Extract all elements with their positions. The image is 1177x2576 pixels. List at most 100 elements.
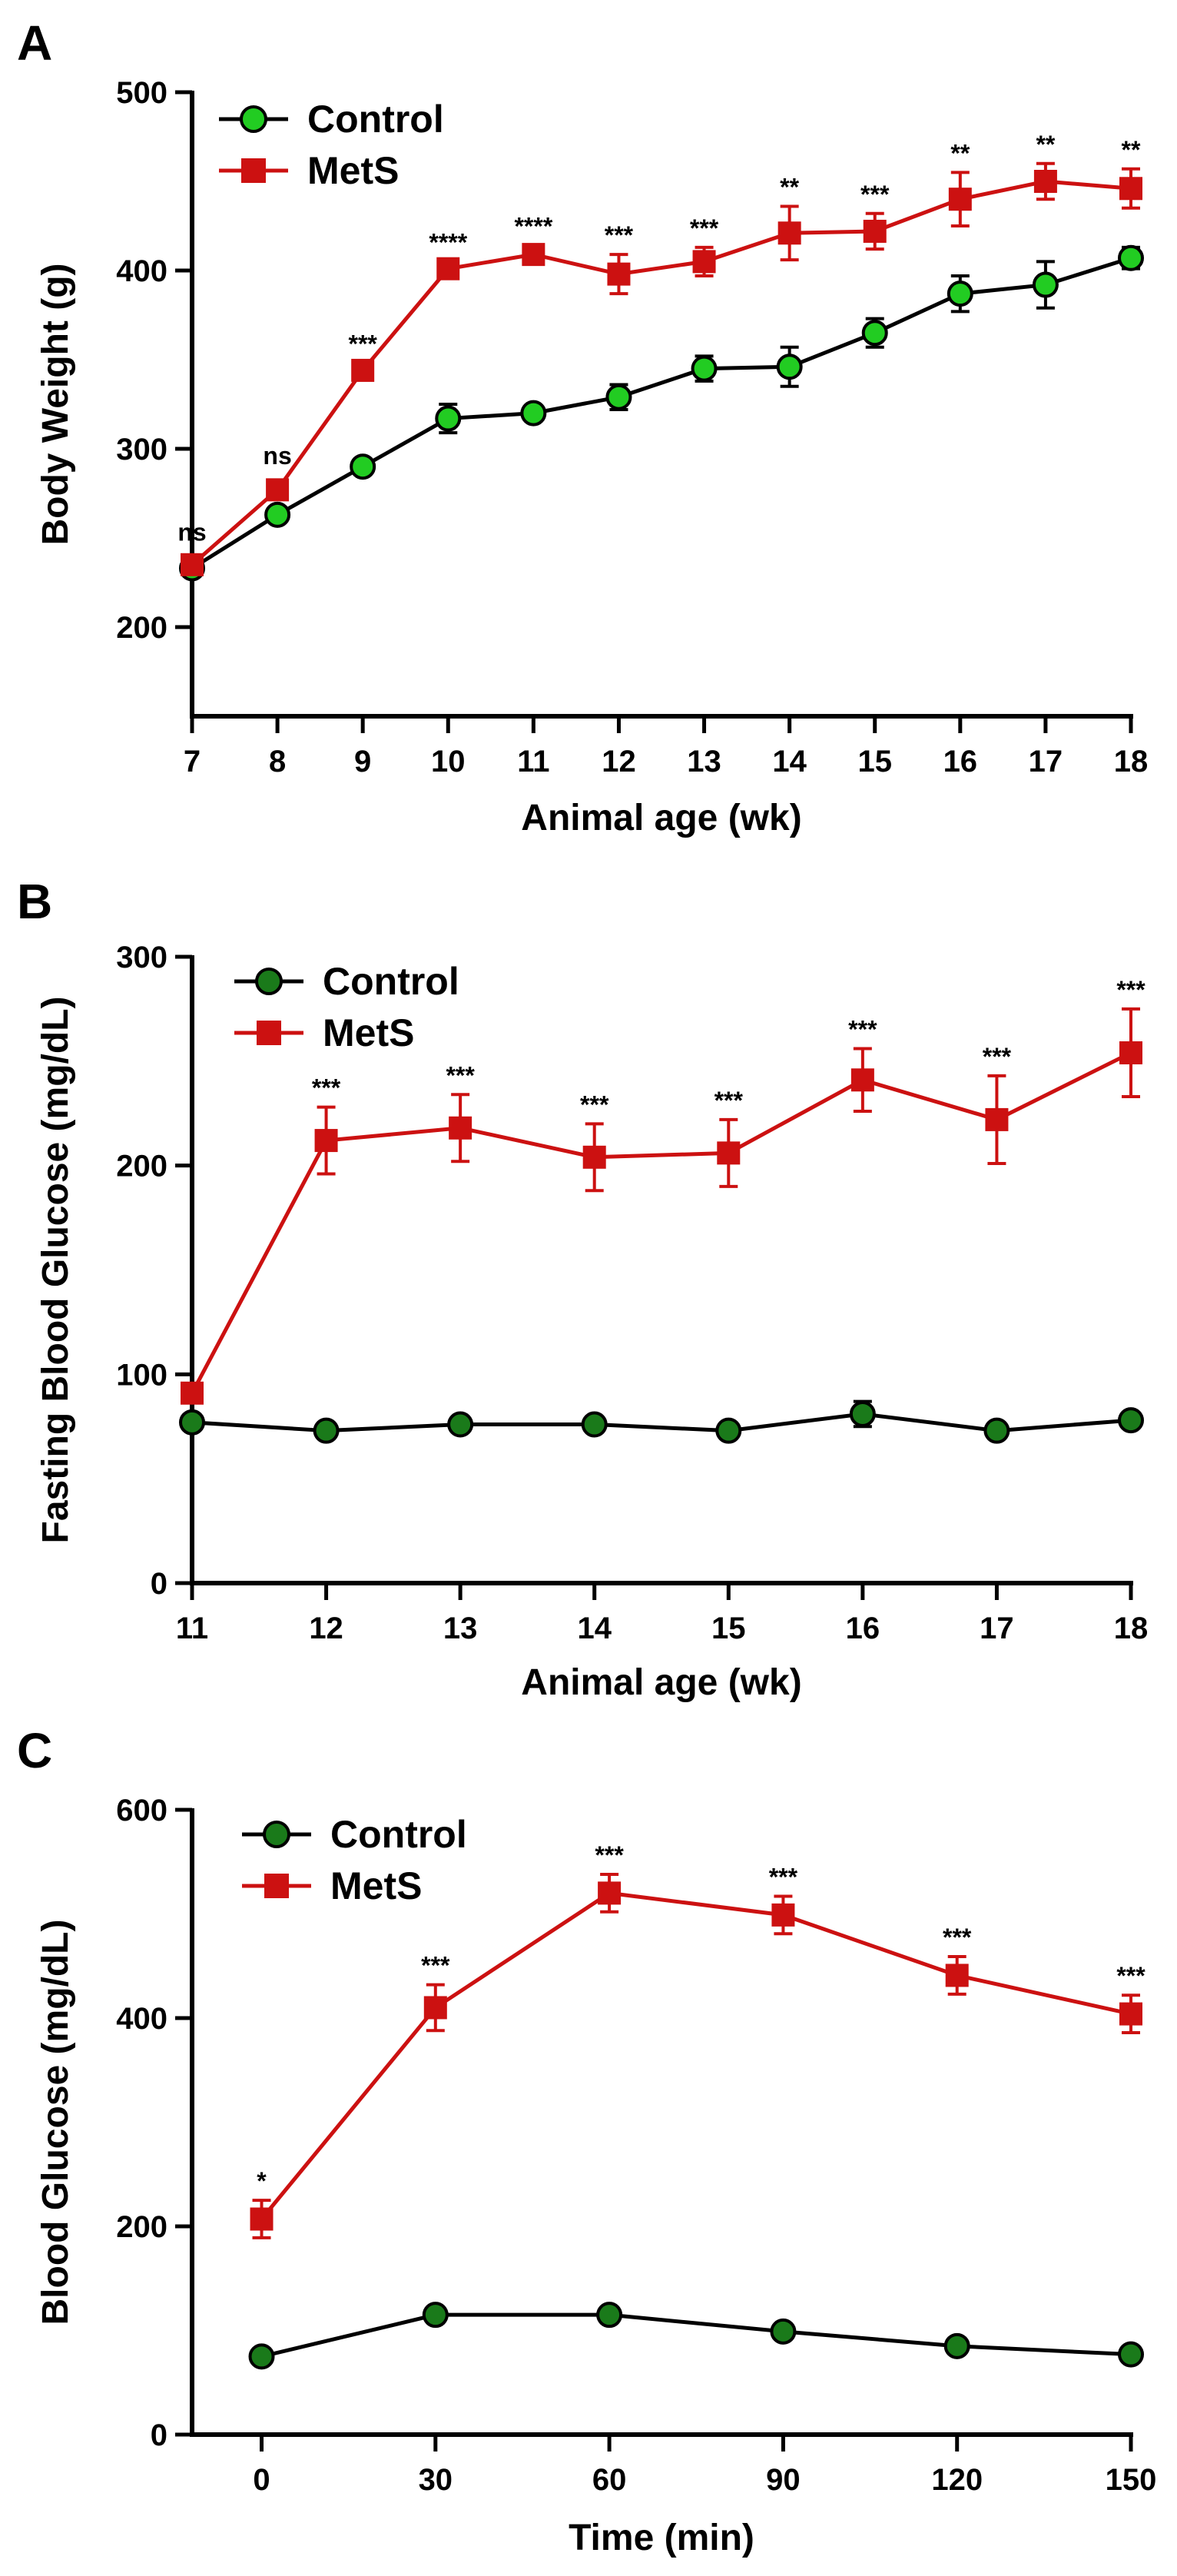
significance-label: *** [312, 1074, 341, 1102]
y-tick-label: 0 [151, 1567, 167, 1601]
y-axis-title: Fasting Blood Glucose (mg/dL) [35, 997, 76, 1544]
data-point [598, 1881, 622, 1905]
data-point [691, 355, 718, 382]
x-tick-label: 15 [711, 1612, 746, 1645]
data-point [436, 257, 460, 281]
data-point [849, 1400, 876, 1427]
x-tick-label: 7 [184, 745, 201, 778]
data-point [1118, 244, 1144, 271]
data-point [449, 1116, 472, 1140]
significance-label: *** [580, 1090, 609, 1118]
legend-marker-circle [255, 968, 283, 995]
chart-panel-B: B 0 100 200 300 11 12 13 14 15 16 17 18 Animal age (w… [17, 874, 1148, 1703]
data-point [582, 1145, 606, 1169]
significance-label: *** [421, 1952, 450, 1980]
data-point [351, 358, 375, 382]
data-point [945, 1964, 969, 1987]
y-tick-label: 200 [116, 2210, 167, 2244]
significance-label: *** [595, 1841, 624, 1869]
panel-label: B [17, 874, 52, 929]
significance-label: **** [429, 228, 467, 256]
x-tick-label: 60 [592, 2463, 627, 2497]
significance-label: ** [1122, 136, 1141, 164]
significance-label: *** [446, 1061, 475, 1089]
data-point [181, 1381, 204, 1405]
significance-label: *** [860, 181, 890, 208]
y-tick-label: 200 [116, 1150, 167, 1183]
y-tick-label: 300 [116, 433, 167, 466]
series-control [179, 244, 1144, 582]
legend-label: Control [323, 960, 459, 1003]
legend-marker-square [257, 1021, 281, 1045]
data-point [948, 188, 972, 211]
data-point [422, 2302, 449, 2329]
x-axis-title: Time (min) [569, 2518, 754, 2558]
series-line [190, 1051, 1132, 1394]
significance-label: *** [1116, 1962, 1146, 1990]
data-point [692, 250, 716, 274]
data-point [1118, 2341, 1144, 2368]
x-tick-label: 150 [1106, 2463, 1157, 2497]
data-point [179, 1409, 205, 1436]
data-point [771, 1903, 795, 1927]
data-point [863, 219, 887, 243]
y-axis-title: Body Weight (g) [35, 263, 76, 545]
x-tick-label: 17 [980, 1612, 1014, 1645]
x-tick-label: 90 [766, 2463, 801, 2497]
data-point [605, 383, 632, 410]
x-tick-label: 18 [1114, 1612, 1149, 1645]
y-tick-label: 100 [116, 1358, 167, 1392]
y-tick-label: 200 [116, 611, 167, 645]
data-point [777, 221, 801, 245]
data-point [943, 2332, 970, 2359]
data-point [1033, 170, 1057, 193]
data-point [266, 478, 290, 502]
legend-label: MetS [323, 1011, 414, 1054]
x-tick-label: 11 [176, 1612, 208, 1645]
legend-marker-circle [263, 1821, 290, 1848]
data-point [181, 553, 204, 576]
data-point [250, 2207, 274, 2231]
y-tick-label: 300 [116, 941, 167, 974]
x-tick-label: 14 [772, 745, 807, 778]
significance-label: *** [605, 221, 634, 249]
x-tick-label: 9 [354, 745, 371, 778]
data-point [1119, 2002, 1142, 2026]
significance-label: ** [1036, 131, 1055, 158]
x-tick-label: 16 [846, 1612, 880, 1645]
x-tick-label: 8 [269, 745, 286, 778]
y-tick-label: 500 [116, 76, 167, 110]
data-point [947, 281, 973, 307]
data-point [248, 2343, 275, 2370]
x-tick-label: 17 [1029, 745, 1063, 778]
data-point [985, 1107, 1009, 1131]
data-point [522, 243, 545, 267]
data-point [1119, 1041, 1142, 1064]
series-line [191, 179, 1132, 566]
series-control [179, 1399, 1144, 1444]
data-point [435, 405, 462, 432]
significance-label: *** [714, 1087, 744, 1114]
panel-label: C [17, 1723, 52, 1778]
legend: Control MetS [234, 960, 459, 1054]
series-line [191, 1412, 1132, 1433]
legend-label: MetS [307, 149, 399, 192]
significance-label: *** [848, 1016, 877, 1044]
data-point [1032, 271, 1059, 298]
x-tick-label: 12 [309, 1612, 343, 1645]
x-tick-label: 13 [687, 745, 721, 778]
legend: Control MetS [242, 1813, 467, 1907]
y-tick-label: 600 [116, 1794, 167, 1827]
data-point [596, 2302, 623, 2329]
data-point [581, 1411, 608, 1438]
x-tick-label: 120 [931, 2463, 983, 2497]
x-tick-label: 0 [253, 2463, 270, 2497]
data-point [850, 1068, 874, 1092]
legend-marker-square [264, 1874, 289, 1898]
series-mets [181, 161, 1142, 576]
data-point [264, 501, 291, 528]
significance-label: *** [769, 1863, 798, 1891]
x-axis-title: Animal age (wk) [521, 1662, 801, 1703]
data-point [770, 2318, 797, 2345]
